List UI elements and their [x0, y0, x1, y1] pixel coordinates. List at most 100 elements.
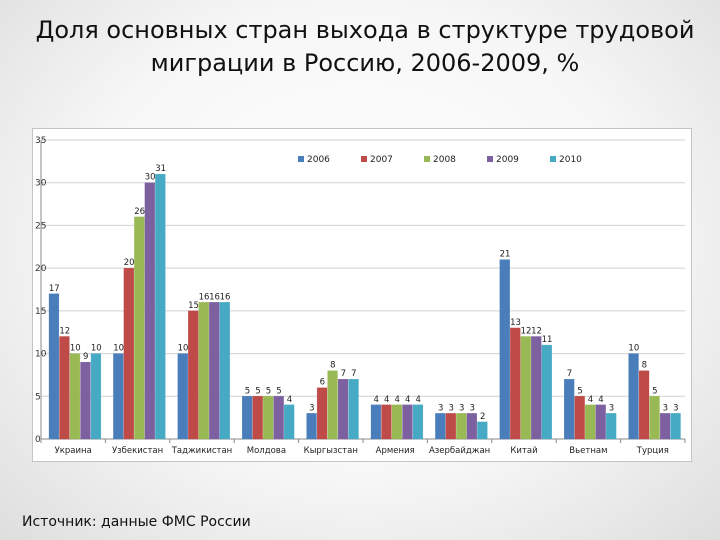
- bar: [90, 353, 102, 440]
- bar: [585, 404, 596, 440]
- x-tick-label: Турция: [636, 446, 669, 456]
- bar: [466, 413, 477, 440]
- legend-swatch: [424, 156, 430, 162]
- bar: [134, 216, 145, 440]
- data-label: 4: [416, 395, 421, 405]
- data-label: 7: [567, 369, 572, 379]
- bar: [402, 404, 413, 440]
- bar: [520, 336, 531, 440]
- data-label: 2: [480, 412, 485, 422]
- data-label: 3: [448, 403, 453, 413]
- data-label: 12: [531, 326, 542, 336]
- bar: [209, 302, 220, 440]
- data-label: 21: [500, 250, 511, 260]
- y-tick-label: 0: [35, 435, 41, 445]
- data-label: 6: [320, 378, 325, 388]
- data-label: 31: [155, 164, 166, 174]
- x-tick-label: Армения: [376, 446, 415, 456]
- data-label: 5: [276, 386, 281, 396]
- bar: [327, 370, 338, 440]
- data-label: 15: [188, 301, 199, 311]
- data-label: 13: [510, 318, 521, 328]
- data-label: 5: [266, 386, 271, 396]
- bar: [284, 404, 295, 440]
- data-label: 8: [330, 361, 335, 371]
- bar: [188, 310, 199, 440]
- data-label: 4: [588, 395, 593, 405]
- bar: [69, 353, 81, 440]
- bar: [606, 413, 617, 440]
- bar: [123, 267, 134, 440]
- bar: [242, 396, 253, 440]
- bar: [564, 379, 575, 440]
- legend-label: 2010: [559, 155, 582, 165]
- bar: [337, 379, 349, 440]
- data-label: 4: [598, 395, 603, 405]
- bar: [155, 174, 166, 440]
- data-label: 3: [438, 403, 443, 413]
- data-label: 11: [542, 335, 553, 345]
- legend-label: 2009: [496, 155, 519, 165]
- chart-area: 05101520253035Украина171210910Узбекистан…: [32, 128, 692, 462]
- bar: [649, 396, 660, 440]
- data-label: 10: [113, 344, 124, 354]
- x-tick-label: Молдова: [247, 446, 286, 456]
- title-line-2: миграции в Россию, 2006-2009, %: [150, 49, 580, 77]
- data-label: 26: [134, 207, 145, 217]
- data-label: 4: [374, 395, 379, 405]
- bar: [435, 413, 446, 440]
- legend-label: 2008: [433, 155, 456, 165]
- bar: [638, 370, 650, 440]
- bar: [659, 413, 671, 440]
- chart-title: Доля основных стран выхода в структуре т…: [0, 14, 720, 80]
- data-label: 5: [245, 386, 250, 396]
- y-tick-label: 5: [35, 392, 41, 402]
- x-tick-label: Узбекистан: [112, 446, 163, 456]
- data-label: 4: [384, 395, 389, 405]
- legend-swatch: [550, 156, 556, 162]
- data-label: 3: [673, 403, 678, 413]
- bar: [219, 302, 230, 440]
- data-label: 16: [209, 292, 220, 302]
- data-label: 17: [49, 284, 60, 294]
- data-label: 10: [178, 344, 189, 354]
- data-label: 30: [145, 173, 156, 183]
- bar: [456, 413, 467, 440]
- legend-label: 2007: [370, 155, 393, 165]
- bar: [370, 404, 382, 440]
- data-label: 3: [469, 403, 474, 413]
- bar-chart: 05101520253035Украина171210910Узбекистан…: [35, 136, 686, 456]
- data-label: 4: [405, 395, 410, 405]
- x-tick-label: Китай: [510, 446, 537, 456]
- data-label: 16: [199, 292, 210, 302]
- data-label: 5: [652, 386, 657, 396]
- data-label: 12: [521, 326, 532, 336]
- data-label: 7: [341, 369, 346, 379]
- bar: [177, 353, 188, 440]
- legend-swatch: [298, 156, 304, 162]
- data-label: 4: [395, 395, 400, 405]
- bar: [252, 396, 263, 440]
- bar: [113, 353, 124, 440]
- data-label: 10: [70, 344, 81, 354]
- x-tick-label: Кыргызстан: [304, 446, 358, 456]
- bar: [499, 259, 510, 440]
- bar: [381, 404, 392, 440]
- data-label: 8: [642, 361, 647, 371]
- bar: [670, 413, 681, 440]
- bar: [348, 379, 359, 440]
- title-line-1: Доля основных стран выхода в структуре т…: [35, 16, 695, 44]
- data-label: 16: [220, 292, 231, 302]
- legend-swatch: [361, 156, 367, 162]
- x-tick-label: Украина: [55, 446, 92, 456]
- data-label: 3: [609, 403, 614, 413]
- bar: [510, 327, 521, 440]
- bar: [59, 336, 70, 440]
- legend-swatch: [487, 156, 493, 162]
- data-label: 3: [309, 403, 314, 413]
- data-label: 10: [91, 344, 102, 354]
- bar: [273, 396, 284, 440]
- data-label: 5: [255, 386, 260, 396]
- bar: [412, 404, 424, 440]
- bar: [445, 413, 456, 440]
